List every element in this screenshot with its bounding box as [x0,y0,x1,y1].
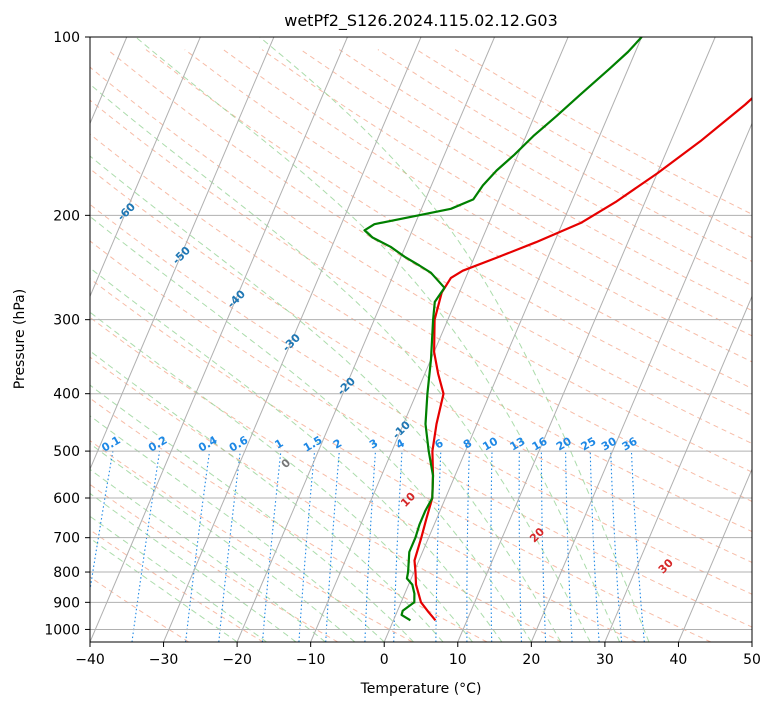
isotherm-label: -60 [115,200,138,223]
isotherm-label: -30 [280,331,303,354]
y-tick-label: 200 [53,208,80,224]
x-tick-label: −10 [296,652,326,668]
moist-adiabat-line [0,37,237,642]
isotherm-label: -40 [225,287,248,310]
x-tick-label: −30 [149,652,179,668]
dry-adiabat-line [146,50,775,642]
mixing-ratio-line [491,451,492,642]
moist-adiabat-line [0,37,443,642]
skewed-isotherm-line [605,37,775,642]
x-tick-label: 0 [380,652,389,668]
y-tick-label: 1000 [44,622,80,638]
isotherm-label: -80 [5,113,28,136]
x-tick-label: 30 [596,652,614,668]
moist-adiabat-line [0,37,561,642]
skewed-isotherm-line [458,37,715,642]
dry-adiabat-line [107,50,775,642]
mixing-ratio-line [566,451,573,642]
isotherm-label: -50 [170,244,193,267]
skewed-isotherm-line [90,37,347,642]
plot-frame [90,37,752,642]
y-tick-label: 400 [53,387,80,403]
skewed-isotherm-line [311,37,568,642]
mixing-ratio-line [365,451,376,642]
skewed-isotherm-line [237,37,494,642]
dry-adiabat-line [0,50,711,642]
mixing-ratio-label: 4 [394,436,407,451]
y-axis-label: Pressure (hPa) [12,289,28,389]
moist-adiabat-line [0,37,473,642]
x-axis-label: Temperature (°C) [360,681,482,697]
mixing-ratio-line [186,451,210,642]
dry-adiabat-line [0,50,487,642]
mixing-ratio-label: 1 [273,437,286,452]
moist-adiabat-line [0,37,414,642]
moist-adiabat-line [0,37,531,642]
mixing-ratio-label: 3 [367,437,380,452]
dry-adiabat-label: 30 [656,556,676,576]
mixing-ratio-line [519,451,521,642]
dry-adiabat-label: 10 [398,490,418,510]
moist-adiabat-line [0,37,267,642]
y-tick-label: 600 [53,491,80,507]
dry-adiabat-line [0,50,263,642]
isotherm-label: -20 [335,375,358,398]
mixing-ratio-line [611,451,622,642]
mixing-ratio-line [590,451,599,642]
skewed-isotherm-line [531,37,775,642]
temperature-profile-line [415,37,775,620]
mixing-ratio-line [219,451,241,642]
mixing-ratio-line [132,451,160,642]
x-tick-label: 40 [670,652,688,668]
skewed-isotherm-line [752,37,775,642]
chart-title: wetPf2_S126.2024.115.02.12.G03 [284,11,558,31]
dewpoint-profile-line [365,37,642,620]
mixing-ratio-line [467,451,469,642]
skewed-isotherm-line [16,37,273,642]
plot-area: -100-90-80-70-60-50-40-30-20-100.10.20.4… [0,23,775,642]
y-tick-label: 800 [53,565,80,581]
y-tick-label: 300 [53,313,80,329]
moist-adiabat-line [0,37,384,642]
x-tick-label: 50 [743,652,761,668]
moist-adiabat-line [0,37,296,642]
x-tick-label: −20 [222,652,252,668]
y-tick-label: 500 [53,444,80,460]
isotherm-label: -70 [60,156,83,179]
y-tick-label: 900 [53,595,80,611]
x-tick-label: 20 [522,652,540,668]
dry-adiabat-line [0,50,775,642]
dry-adiabat-line [262,50,775,642]
isotherm-label: -10 [390,418,413,441]
dry-adiabat-line [0,50,775,642]
x-tick-label: −40 [75,652,105,668]
dry-adiabat-line [0,50,189,642]
y-tick-label: 700 [53,531,80,547]
dry-adiabat-line [0,50,775,642]
dry-adiabat-line [0,50,775,642]
mixing-ratio-line [436,451,441,642]
moist-adiabat-line [0,37,325,642]
dry-adiabat-label: 20 [527,525,547,545]
dry-adiabat-line [185,50,775,642]
x-tick-label: 10 [449,652,467,668]
skewed-isotherm-line [384,37,641,642]
mixing-ratio-line [82,451,113,642]
y-tick-label: 100 [53,30,80,46]
moist-adiabat-line [260,37,649,642]
